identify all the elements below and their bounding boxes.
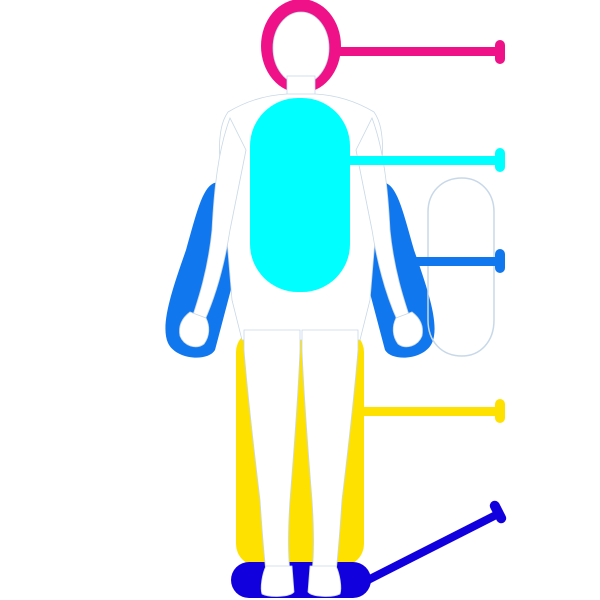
feet-leader-line	[364, 510, 502, 584]
figure-left-hand	[179, 311, 210, 348]
feet-region-shape	[231, 562, 371, 598]
torso-leader-line	[345, 156, 500, 165]
legs-leader	[358, 399, 505, 423]
legs-leader-cap	[495, 399, 505, 423]
arms-leader-cap	[495, 249, 505, 273]
torso-region	[250, 98, 350, 292]
feet-leader	[364, 500, 507, 584]
figure-left-foot	[260, 565, 295, 597]
head-leader	[330, 40, 505, 64]
figure-right-foot	[307, 565, 342, 597]
figure-right-hand	[392, 311, 423, 348]
torso-region-shape	[250, 98, 350, 292]
feet-region	[231, 562, 371, 598]
ghost-outline-shape	[427, 177, 495, 357]
torso-leader	[345, 148, 505, 172]
arms-leader	[410, 249, 505, 273]
legs-leader-line	[358, 407, 500, 416]
arms-leader-line	[410, 257, 500, 266]
feet-leader-cap	[489, 500, 507, 524]
figure-head	[272, 11, 330, 85]
head-leader-line	[330, 47, 500, 56]
head-leader-cap	[495, 40, 505, 64]
torso-leader-cap	[495, 148, 505, 172]
